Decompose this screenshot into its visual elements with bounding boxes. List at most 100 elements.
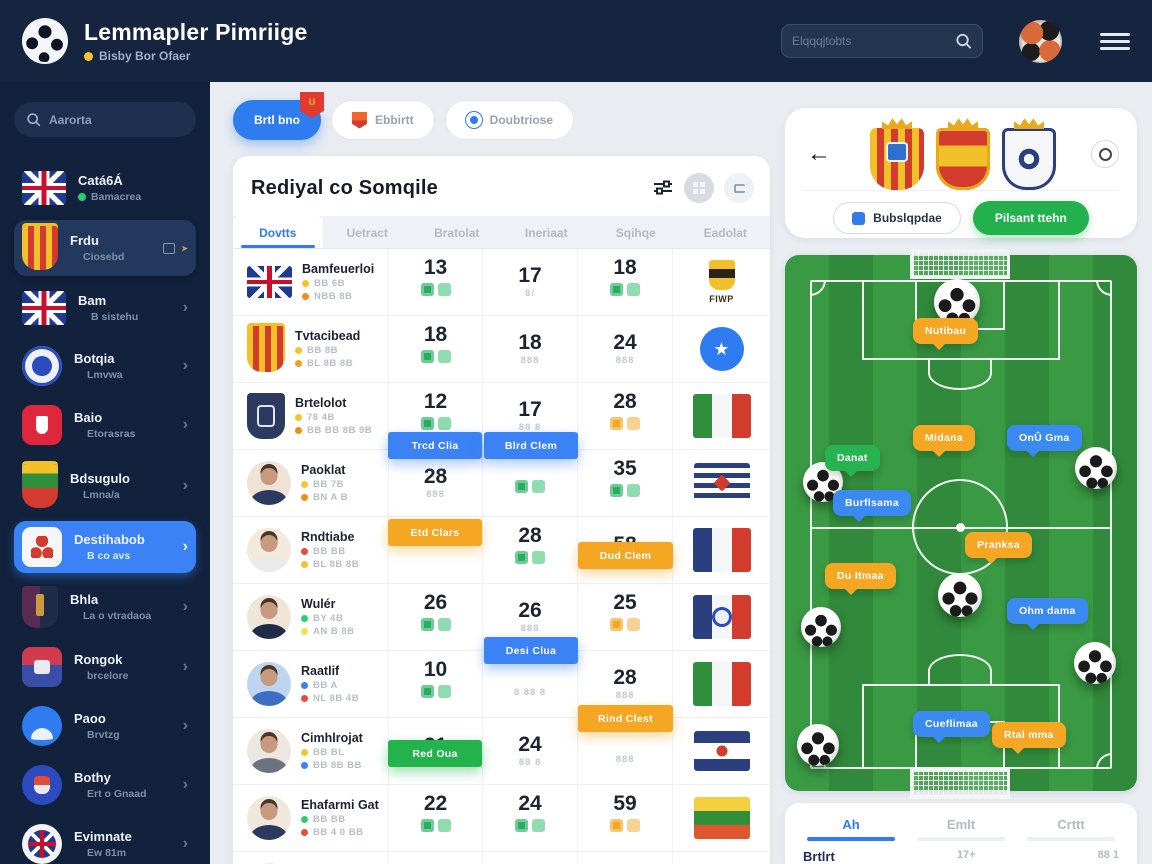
sidebar-club-item[interactable]: Rongok brcelore (14, 641, 196, 693)
sidebar-club-item[interactable]: Destihabob B co avs (14, 521, 196, 573)
sidebar-club-item[interactable]: Baio Etorasras (14, 399, 196, 451)
player-position-label[interactable]: Burflsama (833, 490, 912, 522)
footer-row[interactable]: Brtlrt 17+ 88 1 (803, 849, 1119, 864)
chevron-right-icon[interactable] (183, 717, 188, 735)
soccer-ball-icon[interactable] (1075, 447, 1117, 489)
drag-chip[interactable]: Rind Clest (578, 705, 673, 732)
pill-tab-1[interactable]: Brtl bno U (233, 92, 324, 140)
hamburger-menu-icon[interactable] (1100, 31, 1130, 51)
chevron-right-icon[interactable] (183, 835, 188, 853)
club-subtitle: Ciosebd (70, 251, 124, 263)
chevron-right-icon[interactable] (183, 776, 188, 794)
drag-chip[interactable]: Red Oua (388, 740, 482, 767)
player-position-label[interactable]: Nutibau (913, 318, 979, 350)
filter-sliders-icon[interactable] (652, 178, 674, 198)
header-search-input[interactable] (792, 34, 947, 48)
table-row[interactable]: Wulér BY 4B AN B 8B (233, 584, 770, 651)
table-row[interactable]: Paoklat BB 7B BN A B (233, 450, 770, 517)
chevron-right-icon[interactable] (183, 658, 188, 676)
sidebar-club-item[interactable]: Frdu Ciosebd (14, 220, 196, 276)
grid-icon (693, 182, 705, 194)
chevron-right-icon[interactable] (183, 538, 188, 556)
chevron-right-icon[interactable] (183, 357, 188, 375)
search-icon[interactable] (955, 32, 972, 50)
grid-view-button[interactable] (684, 173, 714, 203)
player-position-label[interactable]: Du Itmaa (825, 563, 896, 595)
soccer-ball-icon[interactable] (1074, 642, 1116, 684)
player-avatar (247, 796, 291, 840)
table-row[interactable]: Raatlif BB A NL 8B 4B (233, 651, 770, 718)
app-logo-soccer-ball-icon (22, 18, 68, 64)
sidebar-club-item[interactable]: Botqia Lmvwa (14, 340, 196, 392)
drag-chip[interactable]: Trcd Clia (388, 432, 482, 459)
table-tab[interactable]: Bratolat (434, 226, 480, 240)
pill-tab-3[interactable]: Doubtriose (444, 100, 575, 140)
sidebar-club-item[interactable]: Bdsugulo Lmna/a (14, 458, 196, 514)
crest-icon-2[interactable] (936, 128, 990, 190)
soccer-ball-icon[interactable] (938, 573, 982, 617)
primary-button[interactable]: Pilsant ttehn (972, 201, 1089, 235)
table-tab[interactable]: Eadolat (703, 226, 747, 240)
table-tab[interactable]: Sqihqe (615, 226, 656, 240)
footer-tab[interactable]: Crttt (1023, 817, 1119, 841)
chevron-right-icon[interactable] (183, 598, 188, 616)
crest-icon-3[interactable] (1002, 128, 1056, 190)
table-row[interactable]: Cimhlrojat BB BL BB 8B BB (233, 718, 770, 785)
table-row[interactable]: Rndtiabe BB BB BL 8B 8B (233, 517, 770, 584)
table-row[interactable]: Brtelolot 78 4B BB BB 8B 9B (233, 383, 770, 450)
sidebar-search[interactable] (14, 102, 196, 137)
player-position-label[interactable]: OnÛ Gma (1007, 425, 1082, 457)
player-position-label[interactable]: Midana (913, 425, 975, 457)
player-position-label[interactable]: Rtal mma (992, 722, 1066, 754)
sidebar-club-item[interactable]: Bam B sistehu (14, 283, 196, 333)
sidebar-search-input[interactable] (49, 112, 184, 127)
sidebar-club-item[interactable]: Paoo Brvtzg (14, 700, 196, 752)
player-position-label[interactable]: Pranksa (965, 532, 1032, 564)
club-subtitle: B sistehu (78, 311, 138, 323)
player-avatar (247, 461, 291, 505)
drag-chip[interactable]: Dud Clem (578, 542, 673, 569)
club-subtitle: Lmvwa (74, 369, 123, 381)
footer-tab[interactable]: Emlt (913, 817, 1009, 841)
club-name: Botqia (74, 351, 115, 366)
table-tab[interactable]: Dovtts (233, 216, 323, 248)
player-name: Wulér (301, 597, 336, 611)
table-row[interactable]: Ehafarmi Gat BB BB BB 4 0 BB (233, 785, 770, 852)
table-row[interactable]: Tvtacibead BB 8B BL 8B 8B (233, 316, 770, 383)
club-name: Bam (78, 293, 107, 308)
club-crest-icon (22, 346, 62, 386)
crest-icon-1[interactable] (870, 128, 924, 190)
table-tab[interactable]: Uetract (346, 226, 388, 240)
chevron-right-icon[interactable] (183, 416, 188, 434)
header-search[interactable] (781, 24, 983, 58)
chevron-right-icon[interactable] (183, 477, 188, 495)
sidebar-club-item[interactable]: Bothy Ert o Gnaad (14, 759, 196, 811)
user-avatar[interactable] (1019, 19, 1062, 63)
sidebar-club-item[interactable]: Bhla La o vtradaoa (14, 580, 196, 634)
drag-chip[interactable]: Blrd Clem (484, 432, 578, 459)
refresh-button[interactable] (1091, 140, 1119, 168)
search-icon (27, 113, 41, 127)
player-position-label[interactable]: Ohm dama (1007, 598, 1088, 630)
soccer-ball-icon[interactable] (797, 724, 839, 766)
drag-chip[interactable]: Etd Clars (388, 519, 482, 546)
chevron-right-icon[interactable] (183, 299, 188, 317)
table-row[interactable]: Bamfeuerloi BB 6B NBB 8B (233, 249, 770, 316)
footer-tab[interactable]: Ah (803, 817, 899, 841)
stat-value: 26 (423, 590, 448, 614)
chevron-right-icon[interactable] (163, 243, 188, 254)
soccer-ball-icon[interactable] (934, 279, 980, 325)
player-position-label[interactable]: Danat (825, 445, 880, 477)
secondary-button[interactable]: Bubslqpdae (833, 202, 961, 234)
soccer-ball-icon[interactable] (801, 607, 841, 647)
table-tab[interactable]: Ineriaat (524, 226, 568, 240)
drag-chip[interactable]: Desi Clua (484, 637, 578, 664)
table-row[interactable]: Knlrt BB BB (233, 852, 770, 864)
stat-value: 35 (613, 456, 637, 480)
sidebar-club-item[interactable]: Evimnate Ew 81m (14, 818, 196, 864)
back-arrow-icon[interactable]: ← (807, 140, 831, 167)
sidebar-club-item[interactable]: Catá6Á Bamacrea (14, 163, 196, 213)
player-position-label[interactable]: Cueflimaa (913, 711, 990, 743)
pill-tab-2[interactable]: Ebbirtt (331, 100, 435, 140)
collapse-button[interactable] (724, 173, 754, 203)
